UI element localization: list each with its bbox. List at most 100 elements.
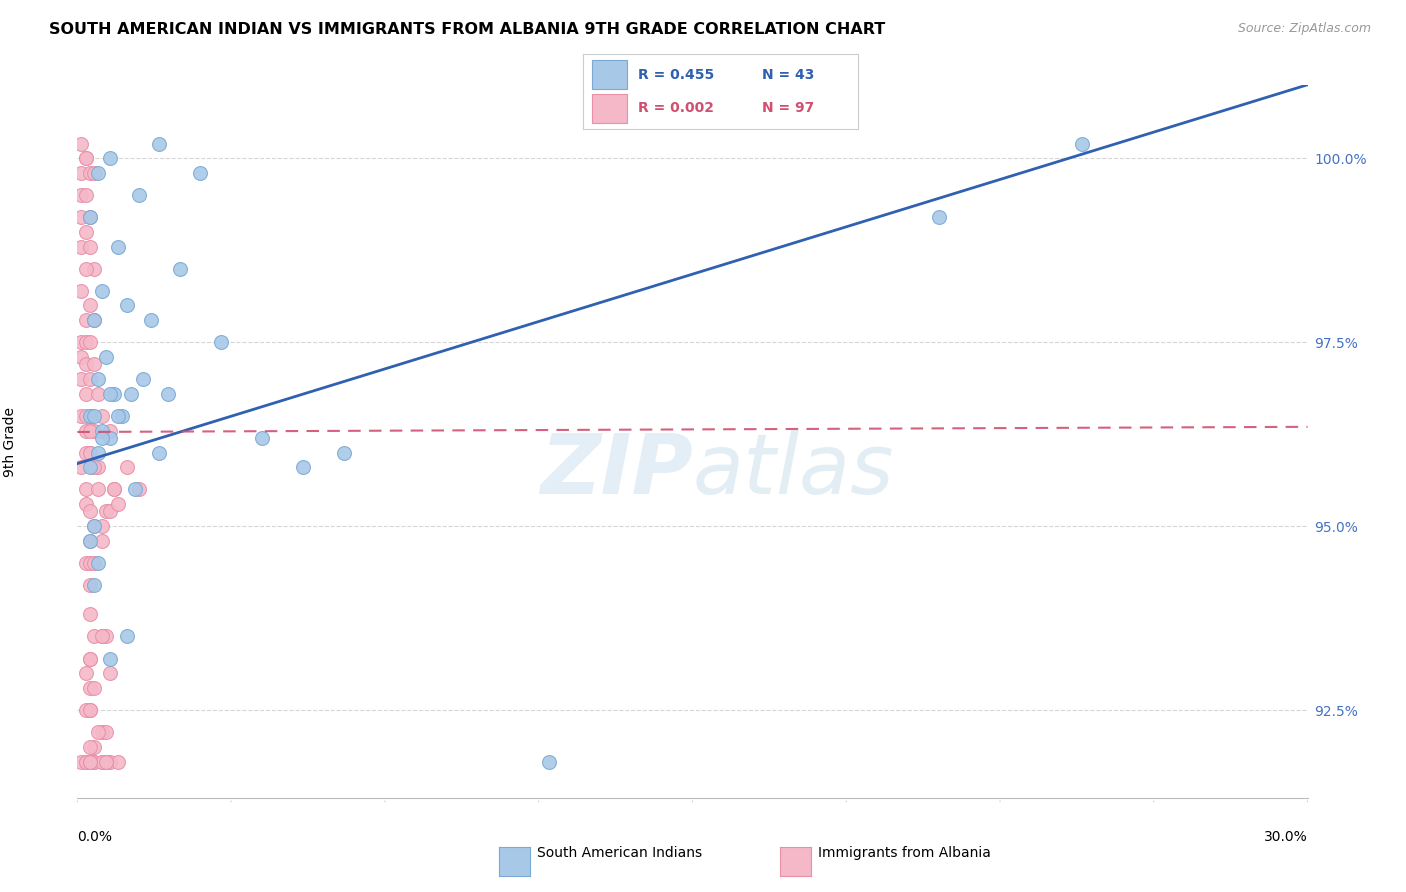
Point (928, 210, 950, 224)
Point (70, 755, 93, 769)
Point (141, 313, 163, 327)
Text: N = 97: N = 97 (762, 101, 814, 115)
Point (90, 409, 114, 423)
Point (75, 755, 97, 769)
Point (98, 431, 121, 445)
Point (79, 210, 101, 224)
Point (83, 166, 105, 180)
Point (1071, 136, 1094, 151)
Text: 30.0%: 30.0% (1264, 830, 1308, 845)
Point (128, 483, 150, 497)
Point (83, 755, 105, 769)
Point (148, 445, 170, 459)
Point (103, 386, 125, 401)
Point (209, 335, 232, 350)
Point (75, 151, 97, 165)
Point (124, 483, 146, 497)
Point (98, 151, 121, 165)
Point (90, 533, 114, 548)
Point (79, 556, 101, 570)
Text: Immigrants from Albania: Immigrants from Albania (818, 846, 991, 860)
Point (70, 372, 93, 386)
Point (90, 424, 114, 438)
Point (90, 519, 114, 533)
Point (87, 372, 110, 386)
Point (115, 298, 138, 312)
Point (79, 460, 101, 475)
Point (79, 755, 101, 769)
Point (79, 504, 101, 518)
Point (79, 755, 101, 769)
Point (115, 630, 138, 644)
Point (103, 483, 125, 497)
Point (83, 519, 105, 533)
Point (79, 239, 101, 253)
Point (75, 151, 97, 165)
Text: 0.0%: 0.0% (77, 830, 112, 845)
Text: South American Indians: South American Indians (537, 846, 702, 860)
Point (79, 739, 101, 754)
Point (75, 703, 97, 717)
Point (79, 755, 101, 769)
Point (107, 755, 129, 769)
Point (98, 386, 121, 401)
Point (94, 504, 117, 518)
Point (83, 313, 105, 327)
Point (79, 755, 101, 769)
Point (75, 357, 97, 371)
Point (148, 136, 170, 151)
Text: Source: ZipAtlas.com: Source: ZipAtlas.com (1237, 22, 1371, 36)
Point (79, 651, 101, 665)
Point (75, 424, 97, 438)
Point (98, 504, 121, 518)
Point (75, 335, 97, 350)
Point (98, 666, 121, 681)
Point (107, 239, 129, 253)
Point (79, 607, 101, 622)
Point (83, 313, 105, 327)
Point (70, 210, 93, 224)
Point (94, 350, 117, 364)
Point (333, 445, 356, 459)
Point (188, 166, 212, 180)
Point (98, 755, 121, 769)
Point (79, 651, 101, 665)
Point (79, 372, 101, 386)
Point (79, 755, 101, 769)
Point (75, 483, 97, 497)
Point (87, 166, 110, 180)
Point (98, 424, 121, 438)
Text: R = 0.455: R = 0.455 (638, 68, 714, 82)
Point (70, 284, 93, 298)
Point (70, 239, 93, 253)
Point (83, 357, 105, 371)
Point (75, 497, 97, 511)
Point (75, 261, 97, 276)
Text: 9th Grade: 9th Grade (3, 407, 17, 476)
Point (87, 725, 110, 739)
Point (83, 630, 105, 644)
Point (70, 409, 93, 423)
Point (87, 556, 110, 570)
Point (83, 460, 105, 475)
Point (79, 703, 101, 717)
Point (70, 166, 93, 180)
Point (83, 739, 105, 754)
Point (83, 519, 105, 533)
Point (537, 755, 560, 769)
Point (75, 313, 97, 327)
Point (79, 166, 101, 180)
Point (79, 335, 101, 350)
Point (90, 630, 114, 644)
Point (75, 225, 97, 239)
Point (103, 483, 125, 497)
Point (75, 666, 97, 681)
Point (79, 424, 101, 438)
Point (83, 681, 105, 695)
Text: R = 0.002: R = 0.002 (638, 101, 714, 115)
Bar (592, 94, 627, 122)
Point (169, 261, 191, 276)
Point (79, 298, 101, 312)
Point (83, 755, 105, 769)
Point (90, 755, 114, 769)
